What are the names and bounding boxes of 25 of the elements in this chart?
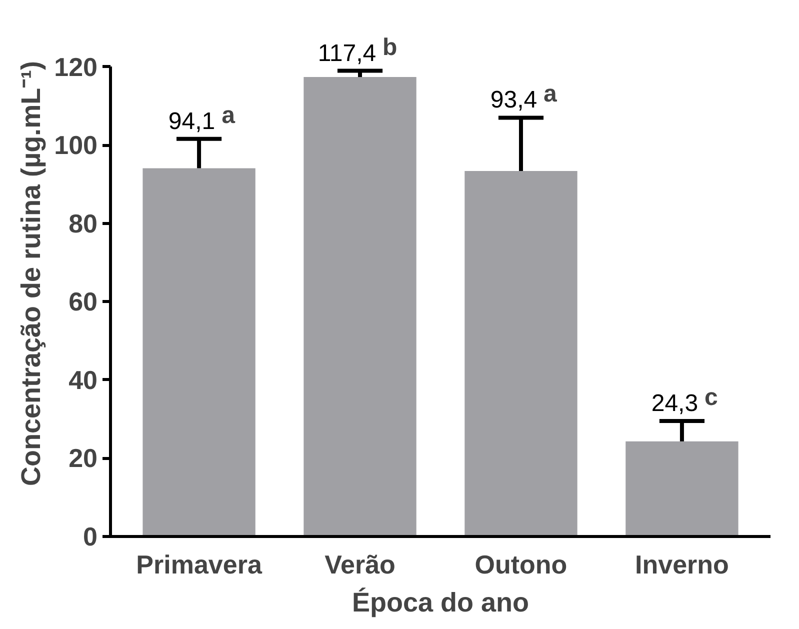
bar xyxy=(304,77,416,536)
bar xyxy=(142,168,256,536)
bar xyxy=(464,170,578,536)
y-tick-label: 20 xyxy=(68,443,98,474)
y-tick-label: 120 xyxy=(54,52,98,82)
data-label: 117,4 xyxy=(318,40,376,67)
x-tick-label: Outono xyxy=(474,550,568,580)
annotation: b xyxy=(382,34,398,61)
annotation: a xyxy=(222,102,236,129)
annotation: a xyxy=(544,80,558,108)
y-tick-label: 80 xyxy=(68,208,98,238)
bar xyxy=(626,441,738,536)
data-label: 24,3 xyxy=(651,390,698,418)
x-tick-label: Verão xyxy=(324,550,396,580)
annotation: c xyxy=(704,384,718,412)
y-tick-label: 60 xyxy=(68,286,98,317)
data-label: 94,1 xyxy=(168,108,216,135)
x-tick-label: Primavera xyxy=(136,550,262,580)
data-label: 93,4 xyxy=(490,86,538,114)
y-tick-label: 40 xyxy=(68,364,98,395)
y-tick-label: 100 xyxy=(54,130,98,160)
x-tick-label: Inverno xyxy=(635,550,729,580)
x-axis-title: Época do ano xyxy=(352,588,530,618)
y-axis-title: Concentração de rutina (µg.mL⁻¹) xyxy=(16,60,46,486)
y-tick-label: 0 xyxy=(83,522,98,552)
